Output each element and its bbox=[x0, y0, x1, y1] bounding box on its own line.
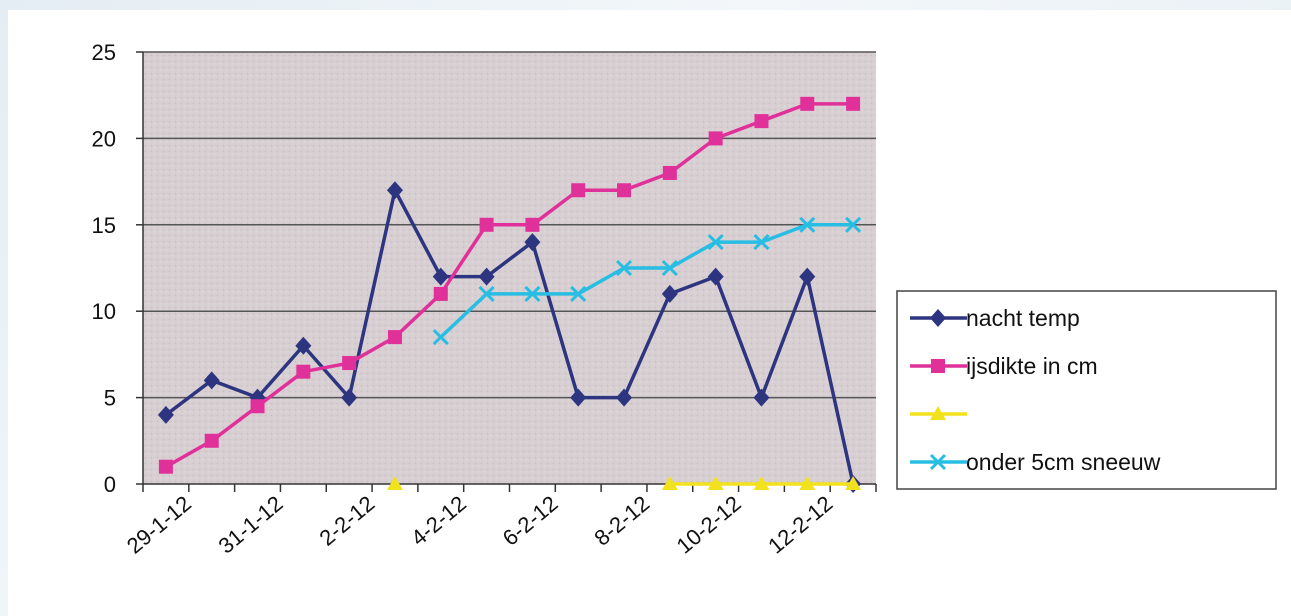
y-tick-label: 0 bbox=[104, 472, 116, 497]
data-point bbox=[570, 388, 587, 407]
data-point bbox=[295, 336, 312, 355]
series-line bbox=[164, 188, 855, 485]
data-point bbox=[157, 405, 174, 424]
y-tick-label: 20 bbox=[92, 126, 116, 151]
x-tick-label: 4-2-12 bbox=[406, 491, 471, 551]
legend-entry: nacht temp bbox=[910, 305, 1080, 331]
series-3 bbox=[432, 216, 862, 346]
data-point bbox=[203, 371, 220, 390]
data-point bbox=[615, 259, 633, 277]
data-point bbox=[846, 96, 861, 111]
x-tick-label: 31-1-12 bbox=[213, 491, 287, 559]
legend-box bbox=[896, 290, 1277, 490]
series-1 bbox=[158, 96, 861, 474]
data-point bbox=[524, 233, 541, 252]
legend-swatch-marker bbox=[931, 359, 945, 373]
data-point bbox=[479, 217, 494, 232]
data-point bbox=[158, 459, 173, 474]
data-point bbox=[386, 476, 403, 490]
x-tick-label: 2-2-12 bbox=[314, 491, 379, 551]
data-point bbox=[754, 114, 769, 129]
data-point bbox=[707, 234, 724, 251]
y-tick-label: 15 bbox=[92, 213, 116, 238]
y-tick-label: 5 bbox=[104, 386, 116, 411]
data-point bbox=[707, 267, 724, 286]
data-point bbox=[432, 267, 449, 286]
data-point bbox=[661, 259, 678, 277]
legend-swatch-marker bbox=[929, 453, 947, 471]
data-point bbox=[570, 285, 587, 302]
legend-entry bbox=[910, 406, 967, 420]
data-point bbox=[799, 216, 816, 233]
data-point bbox=[525, 217, 540, 232]
legend-swatch-marker bbox=[930, 309, 946, 327]
legend-entry: ijsdikte in cm bbox=[910, 353, 1098, 379]
legend-entry: onder 5cm sneeuw bbox=[910, 449, 1161, 475]
data-point bbox=[250, 399, 265, 414]
series-line bbox=[165, 102, 854, 469]
data-point bbox=[661, 476, 678, 490]
x-tick-label: 12-2-12 bbox=[763, 491, 837, 559]
y-tick-label: 25 bbox=[92, 40, 116, 65]
data-point bbox=[341, 388, 358, 407]
legend-swatch-marker bbox=[930, 406, 946, 420]
data-point bbox=[799, 476, 816, 490]
data-point bbox=[571, 183, 586, 198]
legend: nacht temp ijsdikte in cm onder 5cm sneeuw bbox=[896, 290, 1277, 490]
data-point bbox=[478, 267, 495, 286]
data-point bbox=[845, 216, 862, 233]
data-point bbox=[661, 284, 678, 303]
x-tick-label: 8-2-12 bbox=[589, 491, 654, 551]
x-tick-label: 6-2-12 bbox=[498, 491, 563, 551]
data-point bbox=[799, 267, 816, 286]
data-point bbox=[204, 433, 219, 448]
x-tick-label: 29-1-12 bbox=[122, 491, 196, 559]
x-tick-label: 10-2-12 bbox=[672, 491, 746, 559]
series-line bbox=[439, 223, 854, 339]
y-tick-label: 10 bbox=[92, 299, 116, 324]
data-point bbox=[800, 96, 815, 111]
data-point bbox=[662, 165, 677, 180]
data-point bbox=[296, 364, 311, 379]
data-point bbox=[845, 476, 862, 490]
data-point bbox=[753, 476, 770, 490]
series-2 bbox=[386, 476, 862, 490]
data-point bbox=[707, 476, 724, 490]
legend-label: ijsdikte in cm bbox=[966, 353, 1098, 379]
data-point bbox=[753, 234, 770, 251]
data-point bbox=[616, 388, 633, 407]
data-point bbox=[524, 285, 541, 302]
data-point bbox=[617, 183, 632, 198]
data-point bbox=[478, 285, 495, 302]
data-point bbox=[753, 388, 770, 407]
data-point bbox=[386, 181, 403, 200]
data-point bbox=[342, 356, 357, 371]
data-point bbox=[433, 286, 448, 301]
legend-label: nacht temp bbox=[966, 305, 1080, 331]
data-point bbox=[387, 330, 402, 345]
legend-label: onder 5cm sneeuw bbox=[966, 449, 1161, 475]
data-point bbox=[708, 131, 723, 146]
data-point bbox=[432, 329, 449, 346]
series-group bbox=[157, 96, 862, 493]
